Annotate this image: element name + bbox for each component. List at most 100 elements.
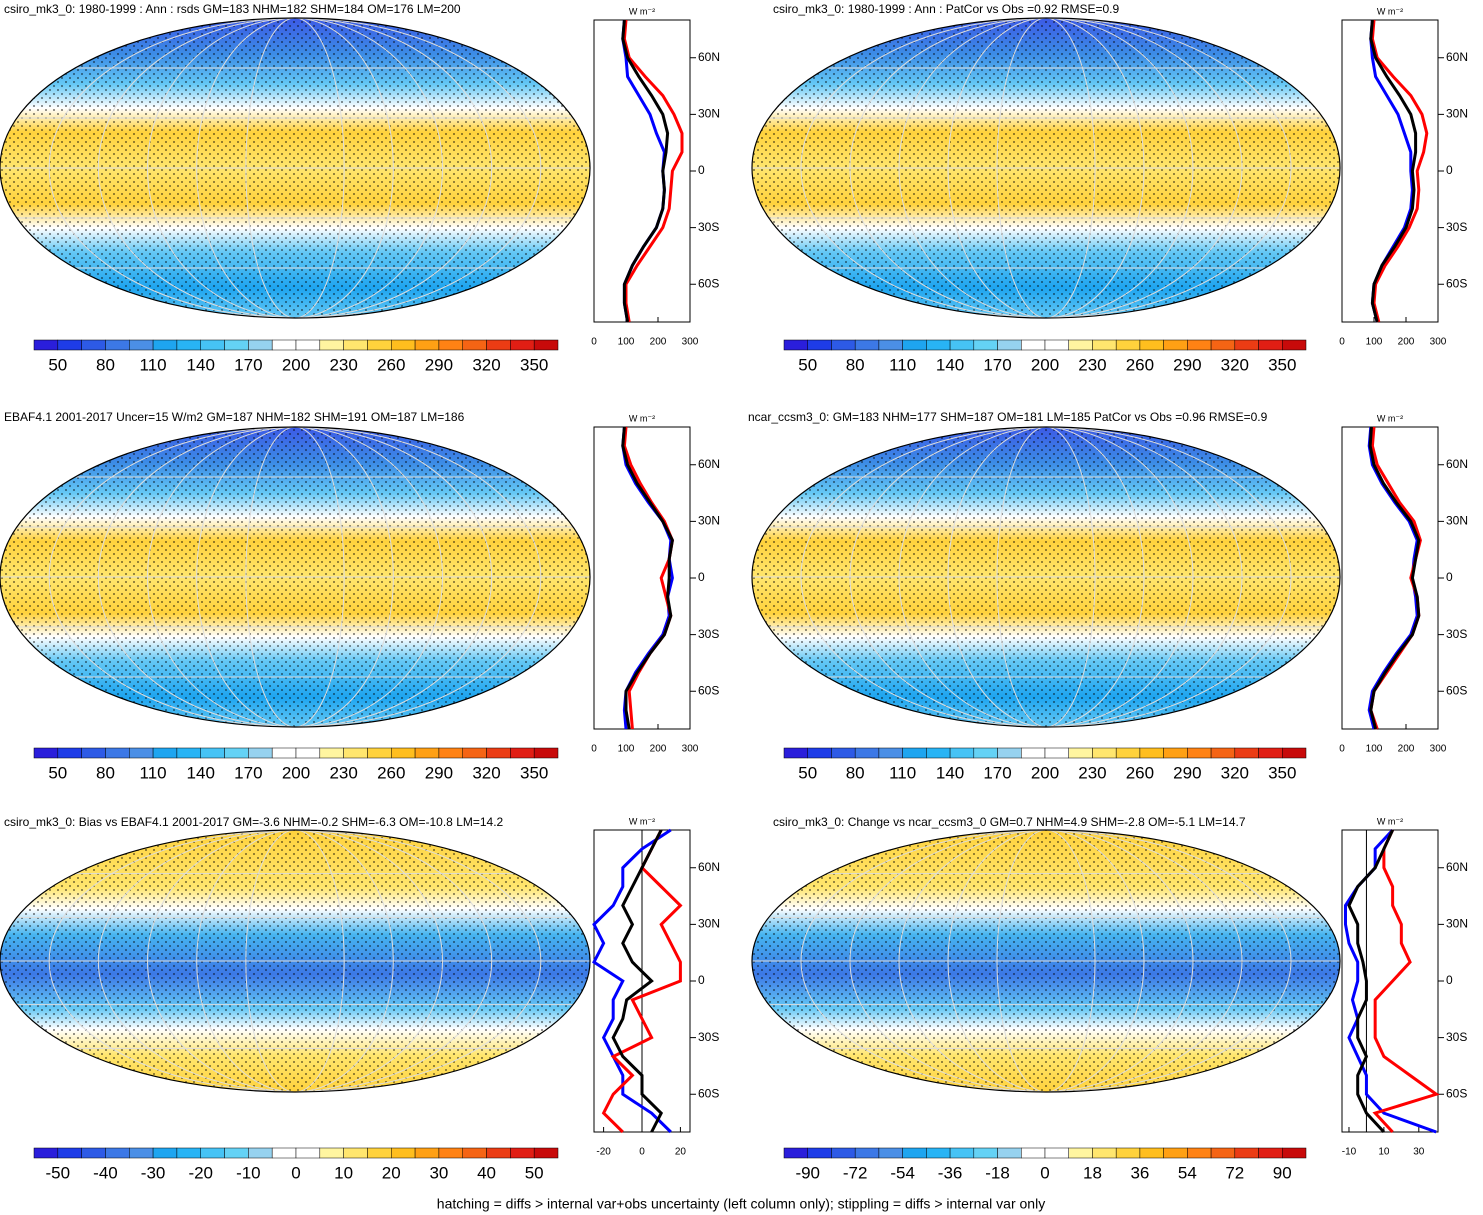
y-tick-label: 0	[698, 973, 705, 987]
profile-frame	[593, 19, 691, 323]
colorbar-box	[510, 747, 535, 759]
colorbar-label: 50	[798, 763, 817, 782]
y-tick-label: 0	[698, 163, 705, 177]
panel-title: EBAF4.1 2001-2017 Uncer=15 W/m2 GM=187 N…	[4, 410, 465, 424]
profile-line	[1347, 829, 1394, 1134]
footer: hatching = diffs > internal var+obs unce…	[437, 1196, 1045, 1212]
colorbar-box	[831, 339, 856, 351]
colorbar-box	[200, 1147, 225, 1159]
colorbar-label: 140	[936, 763, 964, 782]
x-tick-label: 20	[675, 1147, 687, 1158]
colorbar-box	[33, 1147, 59, 1159]
colorbar-box	[486, 747, 511, 759]
colorbar-box	[105, 1147, 130, 1159]
colorbar-box	[854, 747, 880, 759]
colorbar-label: 110	[889, 763, 916, 782]
profile-line	[1370, 19, 1429, 323]
profile-unit: W m⁻²	[1377, 413, 1403, 423]
colorbar-box	[176, 1147, 201, 1159]
colorbar-label: 170	[983, 763, 1011, 782]
profile-frame	[593, 426, 691, 730]
y-tick-label: 60N	[1446, 860, 1468, 874]
colorbar-box	[33, 339, 59, 351]
x-tick-label: 0	[591, 744, 597, 755]
colorbar-box	[533, 339, 559, 351]
y-tick-label: 30S	[1446, 220, 1467, 234]
colorbar-box	[343, 1147, 368, 1159]
colorbar-label: -54	[890, 1163, 915, 1182]
colorbar-box	[129, 339, 154, 351]
y-tick-label: 60S	[1446, 276, 1467, 290]
colorbar-box	[997, 747, 1022, 759]
profile-unit: W m⁻²	[629, 816, 655, 826]
y-tick-label: 60N	[698, 50, 720, 64]
colorbar-box	[248, 1147, 273, 1159]
colorbar-box	[248, 339, 273, 351]
colorbar-label: -10	[236, 1163, 261, 1182]
colorbar-label: 90	[1273, 1163, 1292, 1182]
colorbar-box	[1092, 1147, 1117, 1159]
colorbar-label: 200	[1031, 763, 1059, 782]
colorbar-box	[1115, 747, 1141, 759]
colorbar-label: 40	[477, 1163, 496, 1182]
y-tick-label: 30N	[698, 917, 720, 931]
panel-title: ncar_ccsm3_0: GM=183 NHM=177 SHM=187 OM=…	[748, 410, 1268, 424]
x-tick-label: 100	[618, 744, 635, 755]
colorbar-box	[902, 747, 927, 759]
colorbar-box	[200, 339, 225, 351]
colorbar-label: 290	[1173, 355, 1201, 374]
x-tick-label: 200	[650, 337, 667, 348]
colorbar-box	[783, 1147, 808, 1159]
colorbar-box	[997, 1147, 1022, 1159]
colorbar-box	[200, 747, 225, 759]
colorbar-label: 350	[520, 763, 548, 782]
colorbar-box	[510, 1147, 535, 1159]
profile-line	[611, 829, 664, 1133]
colorbar-label: 18	[1083, 1163, 1102, 1182]
profile-line	[622, 19, 684, 323]
colorbar-label: 50	[525, 1163, 544, 1182]
colorbar-label: -36	[938, 1163, 963, 1182]
profile-line	[621, 19, 670, 323]
colorbar-box	[295, 339, 321, 351]
colorbar-box	[462, 747, 487, 759]
colorbar-box	[105, 339, 130, 351]
colorbar-box	[1044, 747, 1069, 759]
y-tick-label: 0	[1446, 163, 1453, 177]
colorbar-label: 80	[96, 355, 115, 374]
colorbar-label: 350	[520, 355, 548, 374]
colorbar-box	[1258, 747, 1283, 759]
y-tick-label: 30N	[698, 514, 720, 528]
colorbar-label: 350	[1268, 763, 1296, 782]
colorbar-box	[271, 339, 297, 351]
profile-line	[601, 829, 683, 1134]
colorbar-label: 170	[983, 355, 1011, 374]
colorbar-label: 200	[282, 355, 310, 374]
colorbar-box	[343, 339, 368, 351]
colorbar-label: 230	[329, 355, 357, 374]
x-tick-label: 200	[650, 744, 667, 755]
y-tick-label: 60N	[1446, 50, 1468, 64]
colorbar-box	[414, 1147, 440, 1159]
profile-unit: W m⁻²	[629, 6, 655, 16]
colorbar-label: 230	[1078, 355, 1106, 374]
colorbar-label: 0	[291, 1163, 300, 1182]
colorbar-box	[533, 747, 559, 759]
colorbar-box	[224, 1147, 249, 1159]
colorbar-label: 260	[377, 763, 405, 782]
colorbar-box	[1234, 339, 1259, 351]
panel-title: csiro_mk3_0: 1980-1999 : Ann : rsds GM=1…	[4, 2, 461, 16]
colorbar-label: 230	[1078, 763, 1106, 782]
colorbar-box	[1021, 339, 1046, 351]
colorbar-box	[949, 1147, 975, 1159]
colorbar-box	[319, 1147, 344, 1159]
y-tick-label: 0	[1446, 570, 1453, 584]
y-tick-label: 0	[1446, 973, 1453, 987]
colorbar-box	[367, 747, 392, 759]
colorbar-box	[1021, 1147, 1046, 1159]
colorbar-box	[1139, 339, 1164, 351]
colorbar-box	[81, 747, 106, 759]
colorbar-label: 20	[382, 1163, 401, 1182]
y-tick-label: 60S	[1446, 1086, 1467, 1100]
colorbar-box	[807, 339, 832, 351]
